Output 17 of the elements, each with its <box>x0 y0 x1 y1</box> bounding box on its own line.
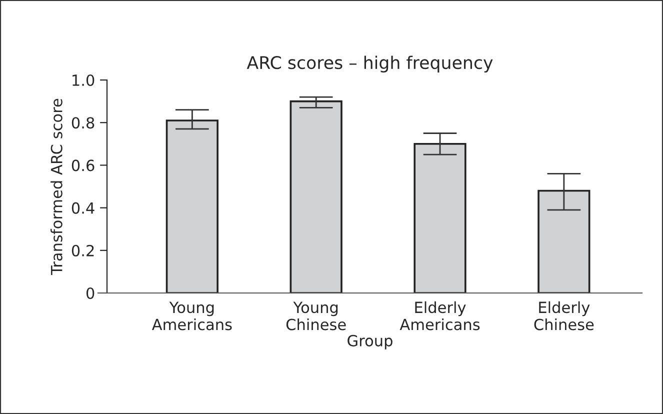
x-tick-label: Elderly Chinese <box>534 301 594 330</box>
bar <box>290 100 342 293</box>
bar <box>166 120 218 293</box>
y-tick-label: 1.0 <box>72 74 94 86</box>
x-tick-label: Young Chinese <box>286 302 346 330</box>
bar <box>414 142 466 293</box>
y-tick-label: 0 <box>86 287 94 300</box>
y-tick-label: 0.4 <box>72 202 94 214</box>
bar <box>538 190 590 293</box>
x-tick-label: Young Americans <box>152 302 232 330</box>
y-axis-title: Transformed ARC score <box>50 98 62 275</box>
chart-title: ARC scores – high frequency <box>246 56 493 72</box>
x-tick-label: Elderly Americans <box>400 301 480 330</box>
y-tick-label: 0.6 <box>72 160 94 172</box>
x-axis-title: Group <box>348 334 392 350</box>
y-tick-label: 0.2 <box>72 244 94 256</box>
y-tick-label: 0.8 <box>72 117 94 129</box>
